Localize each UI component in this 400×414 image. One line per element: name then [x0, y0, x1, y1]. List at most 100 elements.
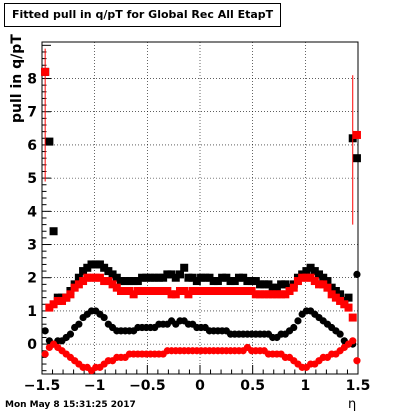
data-point: [218, 287, 227, 295]
data-point: [290, 323, 298, 332]
data-point: [298, 273, 307, 282]
data-point: [251, 277, 260, 286]
data-point: [83, 263, 92, 272]
grid-lines: [42, 42, 358, 374]
data-point: [180, 263, 189, 272]
data-point: [239, 273, 248, 282]
series-0: [41, 67, 361, 305]
y-tick-label: 7: [27, 105, 37, 121]
data-point: [264, 290, 273, 299]
data-point: [41, 350, 49, 358]
data-point: [159, 287, 168, 295]
x-tick-label: −1: [84, 378, 105, 394]
data-point: [310, 277, 319, 286]
data-point: [138, 273, 147, 282]
data-point: [251, 290, 260, 299]
data-point: [281, 290, 290, 299]
data-point: [344, 303, 353, 312]
data-point: [133, 277, 142, 286]
data-point: [294, 317, 302, 325]
data-point: [247, 277, 256, 286]
data-point: [285, 287, 294, 295]
data-point: [154, 287, 163, 295]
data-point: [171, 290, 180, 299]
y-tick-label: 6: [27, 138, 37, 154]
data-point: [349, 337, 357, 345]
data-point: [336, 290, 345, 299]
data-point: [58, 296, 67, 305]
data-point: [163, 270, 172, 279]
data-point: [268, 290, 277, 299]
data-point: [352, 154, 361, 163]
data-point: [138, 287, 147, 295]
data-point: [91, 260, 100, 269]
data-point: [205, 273, 214, 282]
data-point: [234, 273, 243, 282]
data-point: [353, 357, 361, 365]
data-point: [323, 277, 332, 286]
data-point: [336, 330, 344, 338]
data-point: [239, 287, 248, 295]
data-point: [175, 270, 184, 279]
x-axis-label: η: [348, 397, 357, 412]
data-point: [315, 270, 324, 279]
data-point: [315, 280, 324, 289]
data-point: [201, 287, 210, 295]
data-point: [344, 293, 353, 302]
data-point: [95, 273, 104, 282]
data-point: [100, 277, 109, 286]
data-point: [125, 287, 134, 295]
data-point: [142, 287, 151, 295]
data-point: [146, 273, 155, 282]
data-point: [192, 287, 201, 295]
data-point: [100, 263, 109, 272]
data-point: [129, 277, 138, 286]
data-point: [167, 290, 176, 299]
data-point: [272, 290, 281, 299]
data-point: [121, 287, 130, 295]
data-point: [209, 287, 218, 295]
data-point: [247, 287, 256, 295]
y-tick-label: 5: [27, 171, 37, 187]
data-point: [112, 273, 121, 282]
data-point: [133, 287, 142, 295]
data-point: [184, 273, 193, 282]
data-point: [108, 280, 117, 289]
data-point: [306, 263, 315, 272]
data-point: [352, 130, 361, 139]
y-tick-label: 8: [27, 72, 37, 88]
data-point: [201, 273, 210, 282]
data-point: [45, 137, 54, 146]
data-point: [146, 287, 155, 295]
data-point: [175, 287, 184, 295]
series-1: [41, 67, 361, 322]
x-tick-label: 0.5: [240, 378, 265, 394]
data-point: [154, 273, 163, 282]
data-point: [281, 280, 290, 289]
data-point: [150, 273, 159, 282]
data-point: [243, 287, 252, 295]
data-point: [293, 277, 302, 286]
data-point: [222, 273, 231, 282]
data-point: [192, 277, 201, 286]
data-point: [331, 287, 340, 295]
data-point: [180, 287, 189, 295]
data-point: [188, 287, 197, 295]
data-point: [100, 313, 108, 322]
data-point: [117, 287, 125, 295]
data-point: [260, 280, 269, 289]
data-point: [108, 270, 117, 279]
data-point: [264, 280, 273, 289]
data-point: [277, 290, 286, 299]
series-3: [41, 337, 361, 375]
data-point: [327, 290, 336, 299]
y-tick-label: 1: [27, 304, 37, 320]
y-tick-label: 3: [27, 238, 37, 254]
data-point: [91, 273, 100, 282]
data-point: [306, 273, 315, 282]
data-point: [66, 330, 75, 338]
data-point: [184, 290, 193, 299]
data-point: [319, 273, 328, 282]
y-tick-label: 2: [27, 271, 37, 287]
x-tick-label: −0.5: [129, 378, 166, 394]
